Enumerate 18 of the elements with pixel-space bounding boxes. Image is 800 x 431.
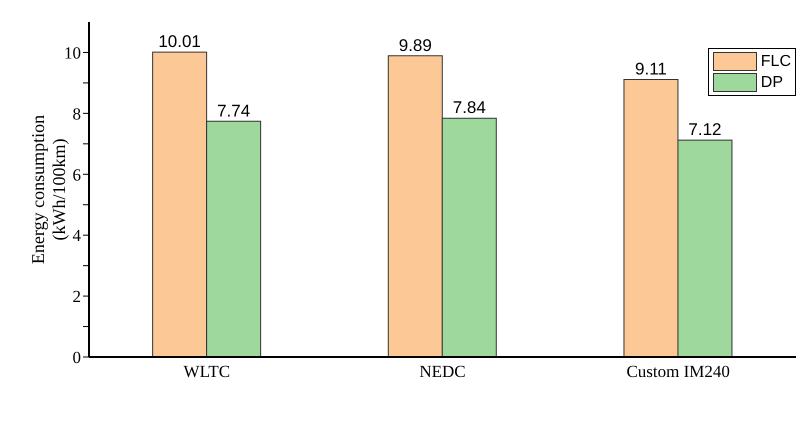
x-tick-label: WLTC: [184, 362, 230, 382]
data-label: 9.11: [635, 60, 667, 79]
data-label: 10.01: [158, 32, 201, 52]
data-label: 9.89: [398, 36, 432, 55]
data-label: 7.12: [688, 120, 722, 140]
y-tick-label: 8: [72, 104, 81, 124]
legend-label: FLC: [760, 52, 791, 70]
y-tick-label: 0: [72, 348, 81, 368]
x-tick-label: Custom IM240: [626, 362, 730, 382]
y-tick-label: 10: [64, 43, 81, 62]
y-tick-label: 4: [72, 226, 82, 246]
legend-label: DP: [760, 74, 783, 92]
y-tick-label: 6: [72, 165, 81, 184]
data-label: 7.84: [452, 98, 486, 118]
y-axis-title: Energy consumption (kWh/100km): [28, 114, 69, 264]
y-tick-label: 2: [72, 287, 81, 306]
data-label: 7.74: [217, 101, 250, 120]
x-tick-label: NEDC: [419, 362, 466, 382]
